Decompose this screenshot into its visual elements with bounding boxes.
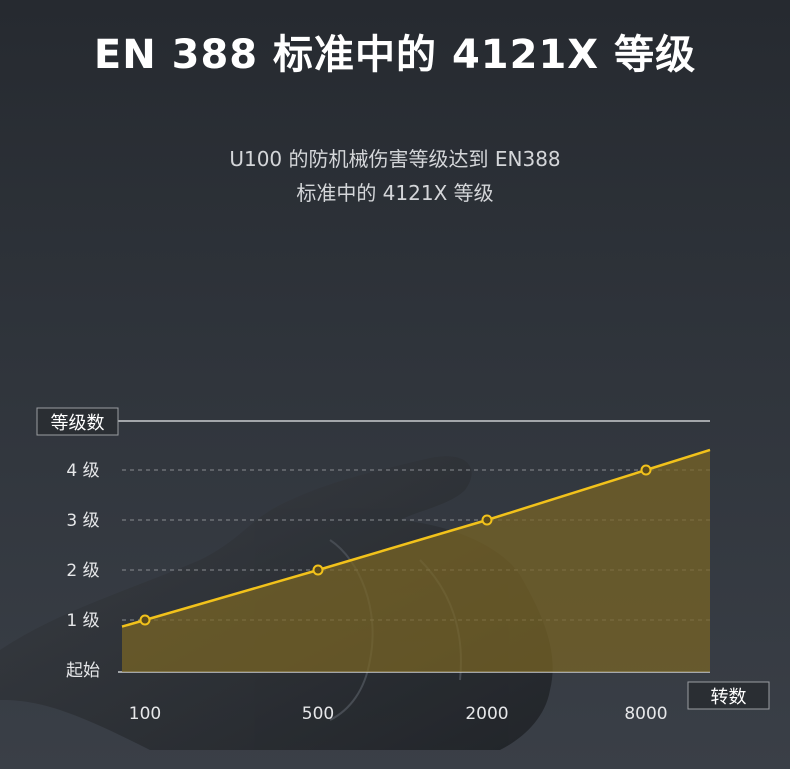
x-axis-label: 转数 bbox=[711, 687, 747, 708]
page-title: EN 388 标准中的 4121X 等级 bbox=[93, 32, 697, 78]
subtitle-line-2: 标准中的 4121X 等级 bbox=[296, 181, 494, 205]
data-point-500 bbox=[312, 564, 324, 576]
y-axis-label-box: 等级数 bbox=[36, 407, 119, 436]
data-point-100 bbox=[139, 614, 151, 626]
x-tick-label: 100 bbox=[129, 704, 161, 724]
x-tick-label: 2000 bbox=[465, 704, 508, 724]
series-area bbox=[122, 449, 710, 672]
y-tick-layer: 起始 1 级 2 级 3 级 4 级 bbox=[66, 461, 100, 681]
y-tick-label: 4 级 bbox=[66, 461, 99, 481]
y-axis-label: 等级数 bbox=[51, 413, 105, 434]
subtitle-line-1: U100 的防机械伤害等级达到 EN388 bbox=[229, 147, 561, 171]
x-tick-layer: 100 500 2000 8000 bbox=[129, 704, 668, 724]
point-layer bbox=[139, 464, 652, 626]
x-tick-label: 8000 bbox=[624, 704, 667, 724]
y-tick-label: 1 级 bbox=[66, 611, 99, 631]
y-tick-label: 2 级 bbox=[66, 561, 99, 581]
subtitle: U100 的防机械伤害等级达到 EN388 标准中的 4121X 等级 bbox=[0, 142, 790, 210]
data-point-2000 bbox=[481, 514, 493, 526]
data-point-8000 bbox=[640, 464, 652, 476]
y-tick-label: 3 级 bbox=[66, 511, 99, 531]
area-layer bbox=[122, 449, 710, 672]
y-tick-label: 起始 bbox=[66, 661, 100, 681]
x-tick-label: 500 bbox=[302, 704, 334, 724]
x-axis-label-box: 转数 bbox=[687, 681, 770, 710]
